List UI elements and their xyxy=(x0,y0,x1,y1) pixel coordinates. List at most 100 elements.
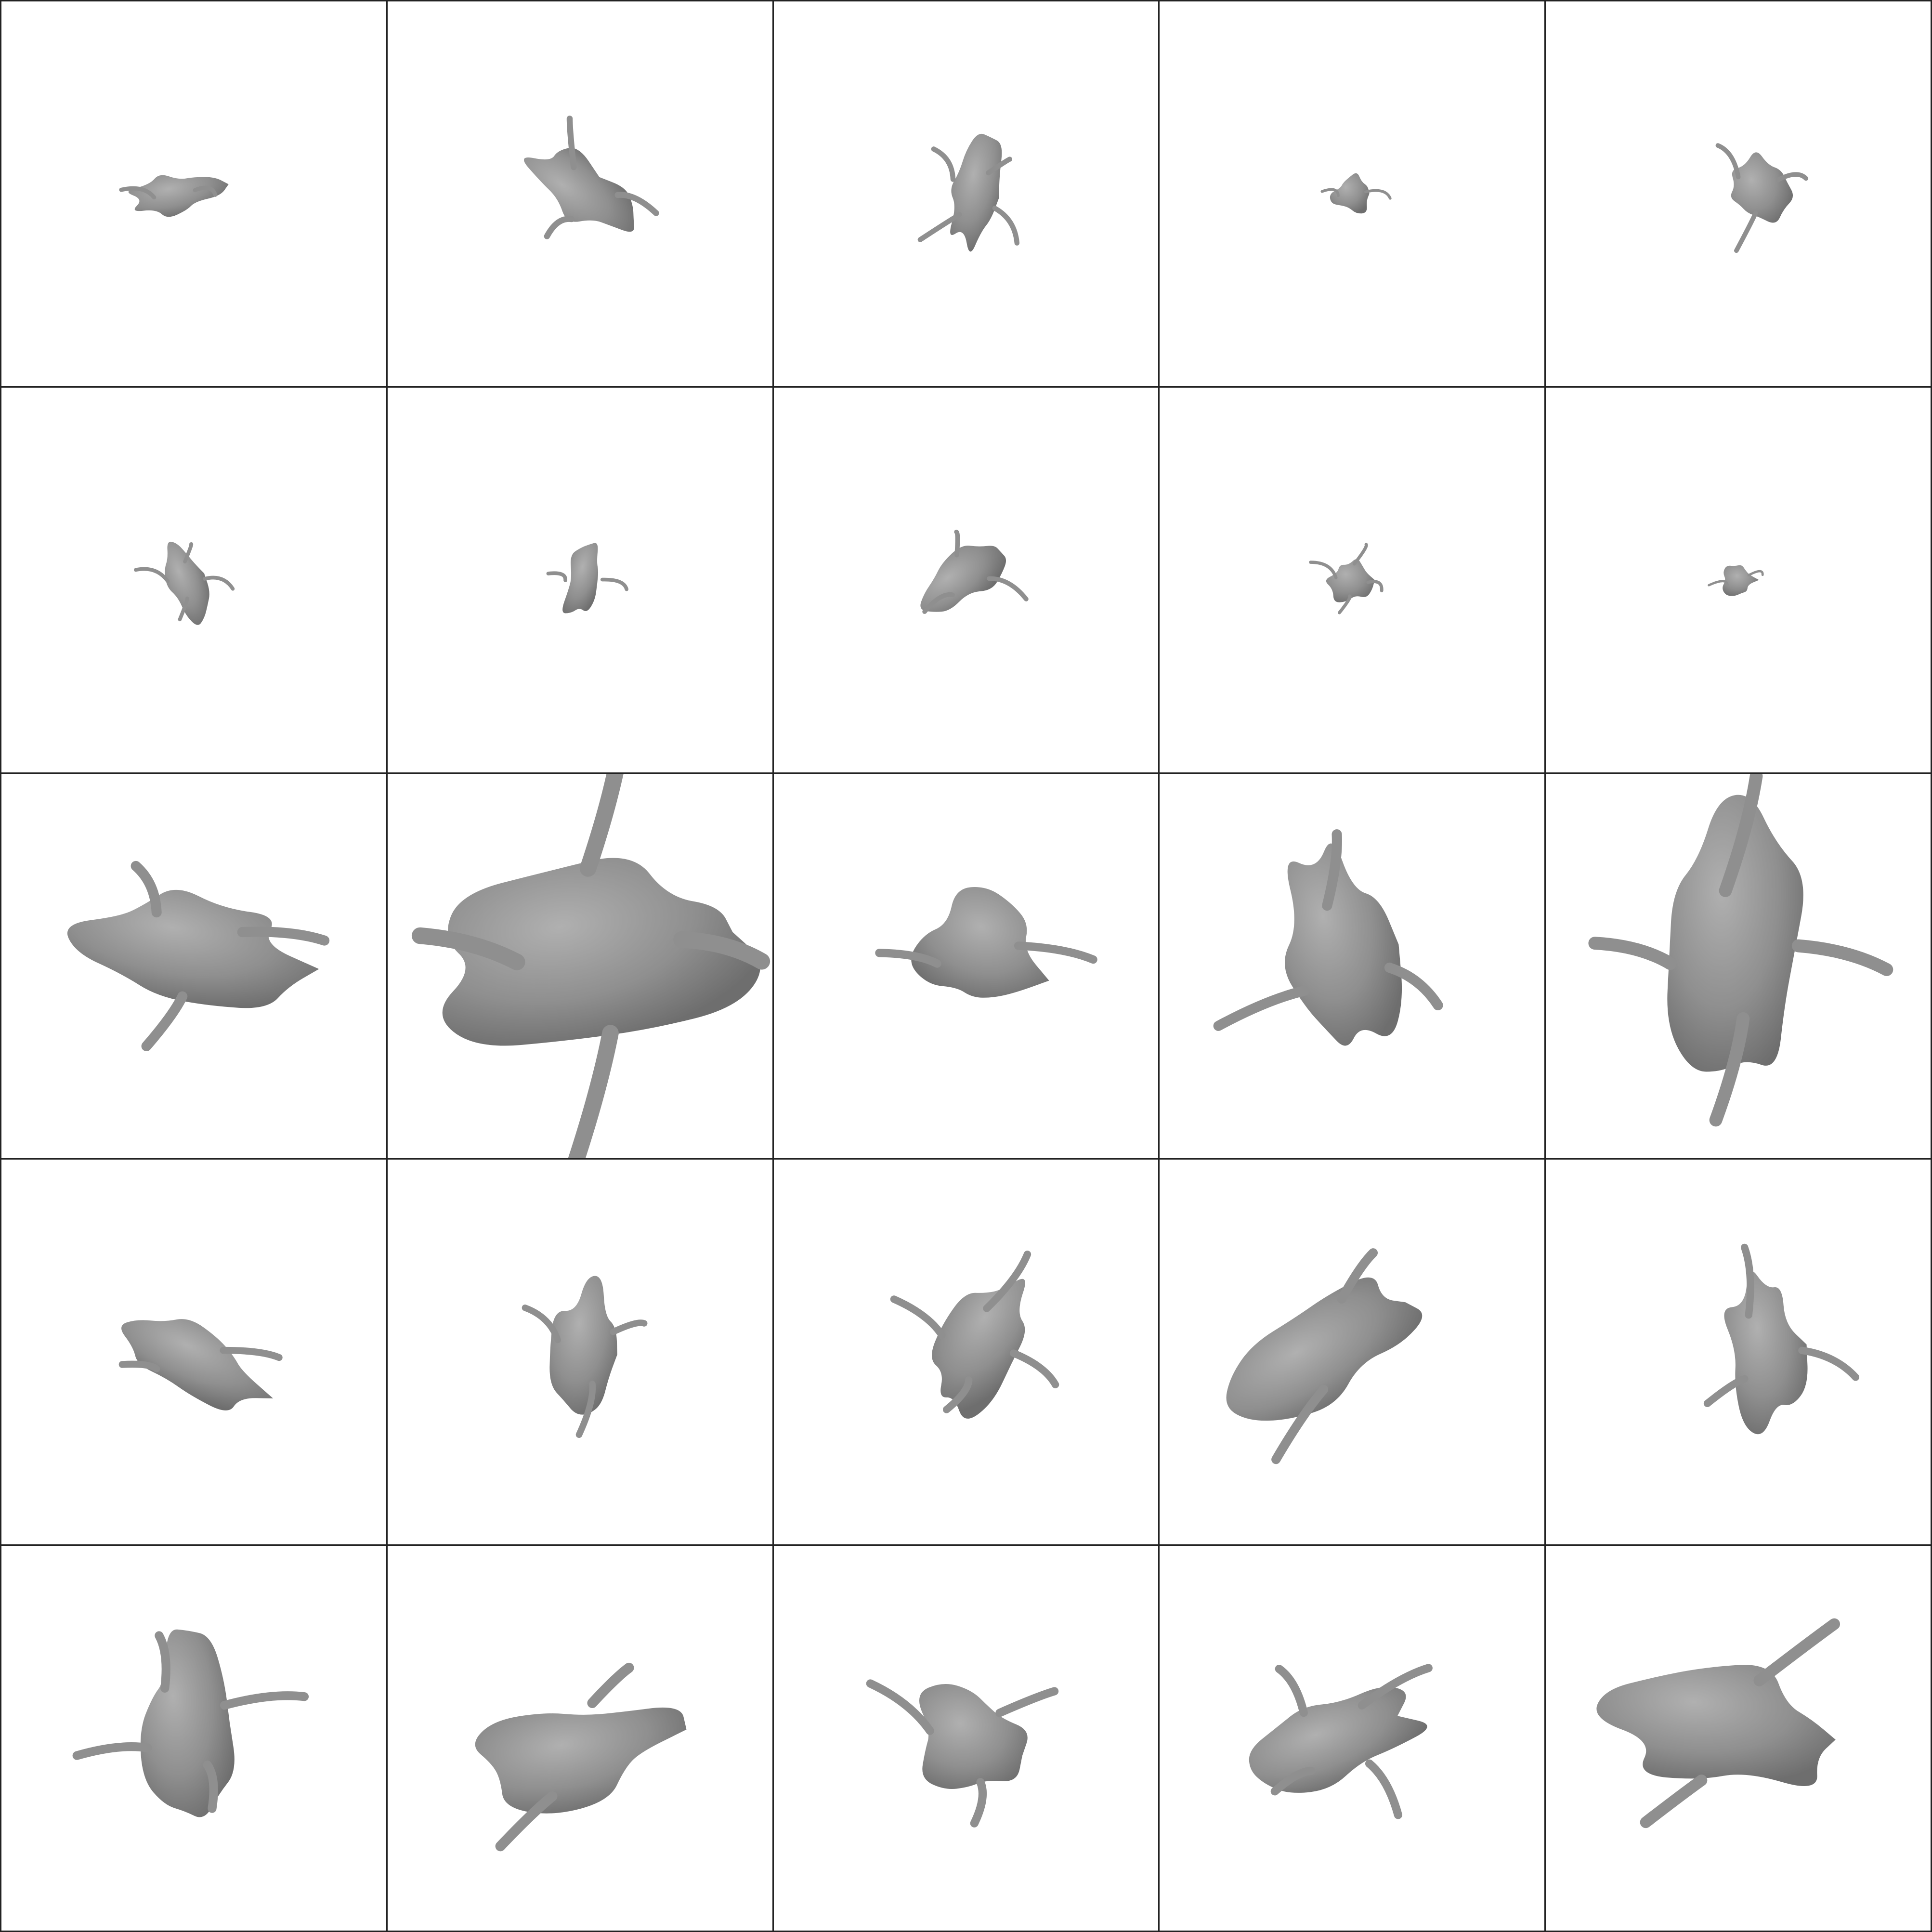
shape-appendage xyxy=(1014,941,1097,964)
gray-shape-render xyxy=(1214,829,1444,1045)
shape-appendage xyxy=(1734,210,1758,253)
render-cell-r4-c5 xyxy=(1546,1160,1932,1546)
shape-appendage xyxy=(1322,829,1343,911)
shape-body xyxy=(1723,565,1759,596)
gray-shape-render xyxy=(67,861,330,1051)
shape-appendage xyxy=(1798,1346,1860,1381)
shape-appendage xyxy=(1715,143,1741,180)
shape-appendage xyxy=(1747,570,1764,576)
shape-body xyxy=(442,858,760,1046)
shape-appendage xyxy=(587,1663,634,1709)
shape-body xyxy=(1724,1271,1808,1435)
gray-shape-render xyxy=(1596,1618,1841,1828)
render-cell-r3-c1 xyxy=(1,773,388,1160)
shape-appendage xyxy=(203,1761,218,1813)
gray-shape-render xyxy=(1309,543,1384,614)
shape-body xyxy=(1596,1665,1836,1787)
shape-body xyxy=(523,148,634,232)
shape-appendage xyxy=(600,577,628,591)
shape-appendage xyxy=(237,926,330,946)
shape-body xyxy=(549,1276,617,1415)
shape-appendage xyxy=(1384,962,1444,1010)
shape-appendage xyxy=(1358,1664,1433,1710)
shape-body xyxy=(1249,1687,1428,1793)
shape-appendage xyxy=(118,1361,160,1373)
shape-body xyxy=(1330,173,1370,214)
shape-appendage xyxy=(970,1778,987,1828)
gray-shape-render xyxy=(522,1276,648,1438)
shape-appendage xyxy=(579,773,627,877)
shape-appendage xyxy=(566,1024,619,1159)
shape-appendage xyxy=(178,596,189,621)
shape-appendage xyxy=(1309,561,1338,579)
shape-appendage xyxy=(1640,1775,1708,1828)
gray-shape-render xyxy=(475,1663,687,1852)
shape-appendage xyxy=(1275,1665,1308,1717)
gray-shape-render xyxy=(1320,173,1392,214)
shape-body xyxy=(475,1708,687,1814)
shape-appendage xyxy=(1753,1618,1841,1686)
shape-appendage xyxy=(119,186,157,200)
render-cell-r1-c3 xyxy=(773,1,1160,388)
shape-body xyxy=(950,133,1002,252)
gray-shape-render xyxy=(920,529,1029,614)
shape-body xyxy=(1326,559,1375,602)
shape-appendage xyxy=(985,157,1012,176)
shape-appendage xyxy=(72,1742,152,1760)
shape-body xyxy=(1667,795,1803,1072)
shape-appendage xyxy=(1009,1349,1059,1389)
render-cell-r3-c3 xyxy=(773,773,1160,1160)
gray-shape-render xyxy=(890,1251,1059,1419)
gray-shape-render xyxy=(134,541,235,625)
shape-appendage xyxy=(193,185,218,197)
render-cell-r2-c4 xyxy=(1160,387,1546,774)
shape-appendage xyxy=(141,991,188,1051)
shape-appendage xyxy=(953,529,960,558)
shape-body xyxy=(931,1279,1025,1419)
render-cell-r2-c1 xyxy=(1,387,388,774)
shape-body xyxy=(67,889,319,1008)
render-cell-r5-c4 xyxy=(1160,1546,1546,1932)
shape-appendage xyxy=(1709,1012,1750,1126)
shape-appendage xyxy=(220,1347,283,1361)
shape-appendage xyxy=(575,1381,596,1438)
shape-appendage xyxy=(1741,1244,1754,1319)
shape-appendage xyxy=(942,1376,973,1414)
shape-appendage xyxy=(917,212,962,242)
shape-appendage xyxy=(1364,189,1392,200)
shape-appendage xyxy=(155,1631,170,1693)
shape-appendage xyxy=(411,927,525,970)
shape-appendage xyxy=(1214,985,1310,1031)
shape-appendage xyxy=(1704,1375,1749,1408)
render-cell-r4-c1 xyxy=(1,1160,388,1546)
gray-shape-render xyxy=(523,116,659,239)
gray-shape-render xyxy=(1226,1248,1423,1464)
shape-body xyxy=(1731,152,1793,223)
shape-appendage xyxy=(183,542,194,563)
shape-appendage xyxy=(1320,188,1340,197)
shape-appendage xyxy=(610,1319,648,1335)
shape-appendage xyxy=(1271,1385,1329,1464)
shape-appendage xyxy=(1338,594,1352,614)
shape-appendage xyxy=(995,1687,1058,1717)
shape-body xyxy=(911,887,1049,998)
shape-appendage xyxy=(890,1295,946,1339)
shape-appendage xyxy=(1588,936,1677,970)
shape-body xyxy=(140,1629,235,1817)
render-cell-r4-c3 xyxy=(773,1160,1160,1546)
shape-appendage xyxy=(922,592,955,614)
render-cell-r4-c4 xyxy=(1160,1160,1546,1546)
shape-body xyxy=(562,543,598,614)
gray-shape-render xyxy=(1704,1244,1860,1435)
gray-shape-render xyxy=(118,1319,283,1411)
gray-shape-render xyxy=(1715,143,1809,253)
shape-appendage xyxy=(931,146,955,182)
shape-appendage xyxy=(982,1251,1031,1313)
shape-appendage xyxy=(673,931,770,970)
shape-appendage xyxy=(131,861,162,917)
shape-appendage xyxy=(134,567,170,583)
render-cell-r5-c3 xyxy=(773,1546,1160,1932)
shape-appendage xyxy=(1365,1759,1403,1819)
render-cell-r2-c5 xyxy=(1546,387,1932,774)
gray-shape-render xyxy=(875,887,1097,998)
